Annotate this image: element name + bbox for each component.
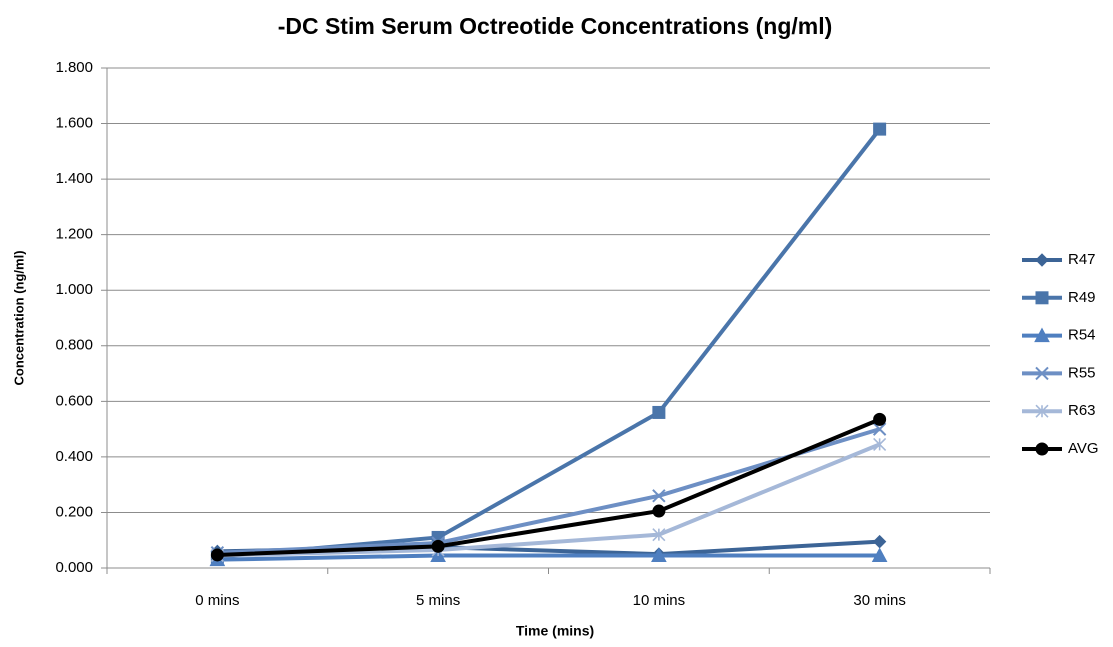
legend-label: R63 <box>1068 402 1096 419</box>
x-tick-label: 5 mins <box>416 592 460 609</box>
marker <box>651 547 667 562</box>
series <box>210 122 887 564</box>
x-tick-label: 30 mins <box>853 592 906 609</box>
y-tick-label: 1.800 <box>55 59 93 76</box>
marker <box>1035 442 1049 456</box>
marker <box>872 534 887 549</box>
marker <box>873 412 887 426</box>
y-tick-label: 1.600 <box>55 115 93 132</box>
marker <box>652 504 666 518</box>
marker <box>873 122 887 136</box>
y-axis-label: Concentration (ng/ml) <box>11 250 26 385</box>
series <box>210 412 887 562</box>
marker <box>652 489 666 503</box>
legend-label: R49 <box>1068 289 1096 306</box>
y-tick-label: 0.800 <box>55 337 93 354</box>
marker <box>873 437 887 451</box>
marker <box>1035 366 1049 381</box>
marker <box>1035 404 1049 418</box>
x-tick-label: 10 mins <box>633 592 686 609</box>
y-tick-label: 0.000 <box>55 559 93 576</box>
series <box>210 422 887 560</box>
marker <box>871 547 888 562</box>
marker <box>1035 253 1049 267</box>
x-axis-label: Time (mins) <box>516 623 594 639</box>
legend-label: R47 <box>1068 251 1096 268</box>
marker <box>210 548 224 562</box>
y-tick-label: 0.600 <box>55 392 93 409</box>
chart-title: -DC Stim Serum Octreotide Concentrations… <box>278 13 833 39</box>
series-line <box>217 427 881 555</box>
series-line <box>217 127 882 559</box>
y-tick-label: 1.400 <box>55 170 93 187</box>
series-line <box>217 442 881 558</box>
y-tick-label: 0.400 <box>55 448 93 465</box>
y-tick-label: 0.200 <box>55 503 93 520</box>
y-tick-label: 1.200 <box>55 226 93 243</box>
marker <box>1035 291 1049 305</box>
y-tick-label: 1.000 <box>55 281 93 298</box>
series-line <box>217 417 881 557</box>
marker <box>872 422 887 436</box>
legend-label: AVG <box>1068 440 1099 457</box>
x-tick-label: 0 mins <box>195 592 239 609</box>
marker <box>1034 327 1050 343</box>
marker <box>431 539 445 553</box>
series-line <box>217 553 880 562</box>
marker <box>652 528 666 542</box>
legend-label: R55 <box>1068 364 1096 381</box>
legend-label: R54 <box>1068 327 1096 344</box>
marker <box>652 405 666 419</box>
